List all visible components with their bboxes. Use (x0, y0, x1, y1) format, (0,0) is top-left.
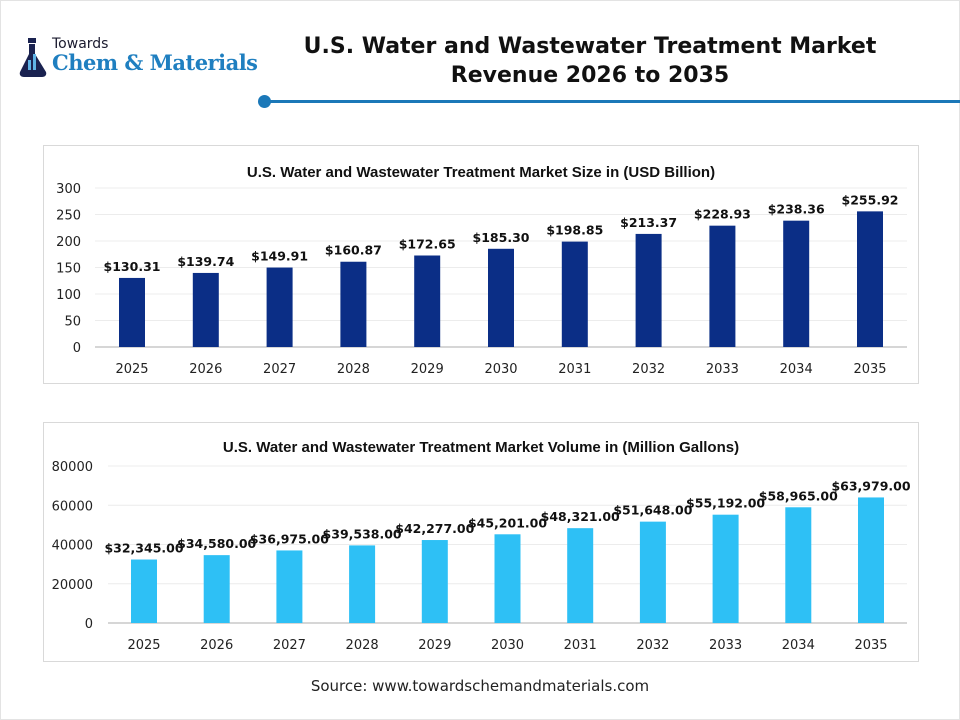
bar-2028 (340, 261, 367, 347)
divider-dot (258, 95, 271, 108)
data-label: $39,538.00 (323, 526, 402, 541)
data-label: $58,965.00 (759, 488, 838, 503)
page-title: U.S. Water and Wastewater Treatment Mark… (290, 32, 890, 90)
y-tick-label: 150 (56, 262, 81, 277)
x-tick-label: 2028 (346, 638, 379, 653)
bar-2035 (858, 497, 884, 623)
x-tick-label: 2031 (558, 362, 591, 377)
bar-2031 (561, 241, 588, 347)
y-tick-label: 80000 (52, 460, 93, 475)
x-tick-label: 2028 (337, 362, 370, 377)
volume-chart: U.S. Water and Wastewater Treatment Mark… (52, 439, 911, 653)
data-label: $42,277.00 (395, 521, 474, 536)
x-tick-label: 2025 (127, 638, 160, 653)
data-label: $255.92 (842, 192, 899, 207)
bar-2027 (276, 550, 303, 623)
bar-2029 (414, 255, 441, 347)
x-tick-label: 2032 (636, 638, 669, 653)
data-label: $160.87 (325, 243, 382, 258)
x-tick-label: 2030 (491, 638, 524, 653)
x-tick-label: 2029 (418, 638, 451, 653)
bar-2030 (488, 248, 514, 347)
x-tick-label: 2034 (780, 362, 813, 377)
bar-2033 (709, 225, 736, 347)
data-label: $48,321.00 (541, 509, 620, 524)
x-tick-label: 2026 (189, 362, 222, 377)
x-tick-label: 2034 (782, 638, 815, 653)
bar-2026 (192, 272, 219, 347)
bar-2034 (785, 507, 812, 623)
data-label: $63,979.00 (831, 478, 910, 493)
bar-2025 (119, 277, 145, 347)
x-tick-label: 2031 (564, 638, 597, 653)
chart-panel-size: U.S. Water and Wastewater Treatment Mark… (43, 145, 919, 384)
x-tick-label: 2029 (411, 362, 444, 377)
data-label: $185.30 (473, 230, 530, 245)
y-tick-label: 0 (73, 341, 81, 356)
x-tick-label: 2033 (706, 362, 739, 377)
y-tick-label: 200 (56, 235, 81, 250)
y-tick-label: 250 (56, 209, 81, 224)
y-tick-label: 300 (56, 182, 81, 197)
logo-line1: Towards (52, 36, 109, 52)
chart-panel-volume: U.S. Water and Wastewater Treatment Mark… (43, 422, 919, 662)
y-tick-label: 40000 (52, 539, 93, 554)
data-label: $51,648.00 (613, 503, 692, 518)
data-label: $238.36 (768, 202, 825, 217)
bar-2034 (783, 220, 810, 347)
data-label: $36,975.00 (250, 531, 329, 546)
y-tick-label: 20000 (52, 578, 93, 593)
data-label: $55,192.00 (686, 496, 765, 511)
data-label: $172.65 (399, 236, 456, 251)
x-tick-label: 2033 (709, 638, 742, 653)
x-tick-label: 2026 (200, 638, 233, 653)
title-divider (268, 100, 960, 103)
source-note: Source: www.towardschemandmaterials.com (310, 677, 650, 695)
data-label: $149.91 (251, 249, 308, 264)
data-label: $45,201.00 (468, 515, 547, 530)
x-tick-label: 2030 (484, 362, 517, 377)
bar-2026 (203, 555, 230, 623)
data-label: $228.93 (694, 207, 751, 222)
bar-2032 (639, 521, 666, 623)
y-tick-label: 50 (64, 315, 81, 330)
x-tick-label: 2035 (854, 638, 887, 653)
y-tick-label: 100 (56, 288, 81, 303)
chart-title: U.S. Water and Wastewater Treatment Mark… (247, 164, 715, 181)
title-line2: Revenue 2026 to 2035 (450, 63, 730, 88)
y-tick-label: 60000 (52, 499, 93, 514)
chart-title: U.S. Water and Wastewater Treatment Mark… (223, 439, 739, 456)
x-tick-label: 2032 (632, 362, 665, 377)
bar-2029 (421, 540, 448, 623)
data-label: $213.37 (620, 215, 677, 230)
flask-icon (19, 38, 47, 77)
bar-2028 (349, 545, 376, 623)
bar-2032 (635, 233, 662, 347)
data-label: $34,580.00 (177, 536, 256, 551)
bar-2033 (712, 514, 739, 623)
bar-2030 (494, 534, 521, 623)
data-label: $198.85 (546, 223, 603, 238)
data-label: $32,345.00 (104, 541, 183, 556)
data-label: $139.74 (177, 254, 234, 269)
data-label: $130.31 (104, 259, 161, 274)
bar-2025 (131, 559, 157, 623)
title-line1: U.S. Water and Wastewater Treatment Mark… (303, 34, 877, 59)
x-tick-label: 2027 (263, 362, 296, 377)
x-tick-label: 2027 (273, 638, 306, 653)
bar-2035 (857, 211, 883, 347)
logo-line2: Chem & Materials (52, 50, 258, 75)
x-tick-label: 2035 (853, 362, 886, 377)
bar-2027 (266, 267, 293, 347)
x-tick-label: 2025 (115, 362, 148, 377)
y-tick-label: 0 (85, 617, 93, 632)
bar-2031 (567, 528, 594, 623)
size-chart: U.S. Water and Wastewater Treatment Mark… (56, 164, 907, 377)
